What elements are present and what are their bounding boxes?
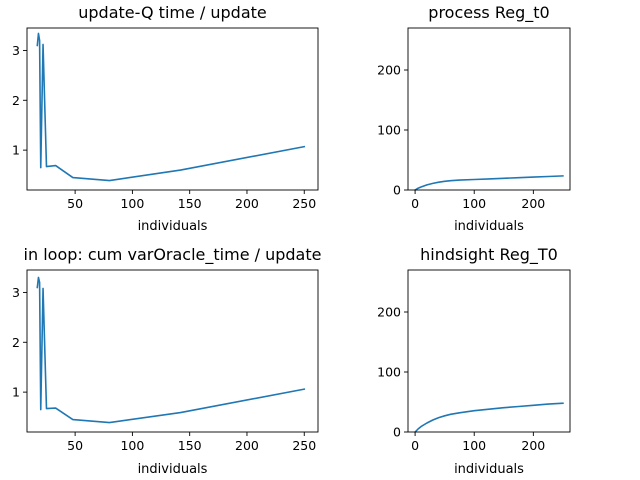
x-tick-label: 50 <box>67 196 83 211</box>
subplot-hindsight-reg-t0: hindsight Reg_T0 individuals 0 100 200 0 100… <box>377 245 571 477</box>
subplot-update-q-time: update-Q time / update individuals 50 100… <box>12 3 319 234</box>
x-tick-label: 250 <box>292 196 316 211</box>
y-tick-label: 1 <box>12 143 20 158</box>
axes-frame <box>407 27 571 191</box>
subplot-title: hindsight Reg_T0 <box>420 245 558 265</box>
x-tick-label: 50 <box>67 438 83 453</box>
x-tick-label: 150 <box>178 196 202 211</box>
y-tick-label: 100 <box>377 123 401 138</box>
x-tick-label: 100 <box>120 438 144 453</box>
x-tick-label: 200 <box>235 196 259 211</box>
axes-frame <box>26 27 319 191</box>
y-tick-label: 0 <box>393 425 401 440</box>
x-tick-label: 200 <box>521 196 545 211</box>
y-tick-label: 200 <box>377 305 401 320</box>
axes-frame <box>407 269 571 433</box>
x-tick-label: 250 <box>292 438 316 453</box>
series-line <box>36 276 306 424</box>
x-axis-label: individuals <box>138 462 208 477</box>
x-tick-label: 100 <box>120 196 144 211</box>
subplot-title: in loop: cum varOracle_time / update <box>24 245 322 265</box>
y-tick-label: 2 <box>12 93 20 108</box>
y-tick-label: 2 <box>12 335 20 350</box>
y-tick-label: 3 <box>12 285 20 300</box>
y-tick-label: 200 <box>377 63 401 78</box>
y-tick-label: 3 <box>12 43 20 58</box>
y-tick-label: 100 <box>377 365 401 380</box>
series-line <box>413 402 564 434</box>
series-line <box>36 32 306 182</box>
x-tick-label: 100 <box>462 196 486 211</box>
subplot-in-loop-varoracle-time: in loop: cum varOracle_time / update ind… <box>12 245 321 477</box>
x-tick-label: 150 <box>178 438 202 453</box>
y-tick-label: 0 <box>393 183 401 198</box>
x-tick-label: 0 <box>411 438 419 453</box>
series-line <box>413 175 564 192</box>
x-tick-label: 0 <box>411 196 419 211</box>
x-axis-label: individuals <box>454 219 524 234</box>
x-axis-label: individuals <box>454 462 524 477</box>
subplot-process-reg-t0: process Reg_t0 individuals 0 100 200 0 100 20… <box>377 3 571 234</box>
subplot-title: update-Q time / update <box>78 3 267 22</box>
axes-frame <box>26 269 319 433</box>
x-tick-label: 200 <box>235 438 259 453</box>
subplot-title: process Reg_t0 <box>428 3 549 23</box>
x-tick-label: 200 <box>521 438 545 453</box>
y-tick-label: 1 <box>12 385 20 400</box>
x-axis-label: individuals <box>138 219 208 234</box>
x-tick-label: 100 <box>462 438 486 453</box>
